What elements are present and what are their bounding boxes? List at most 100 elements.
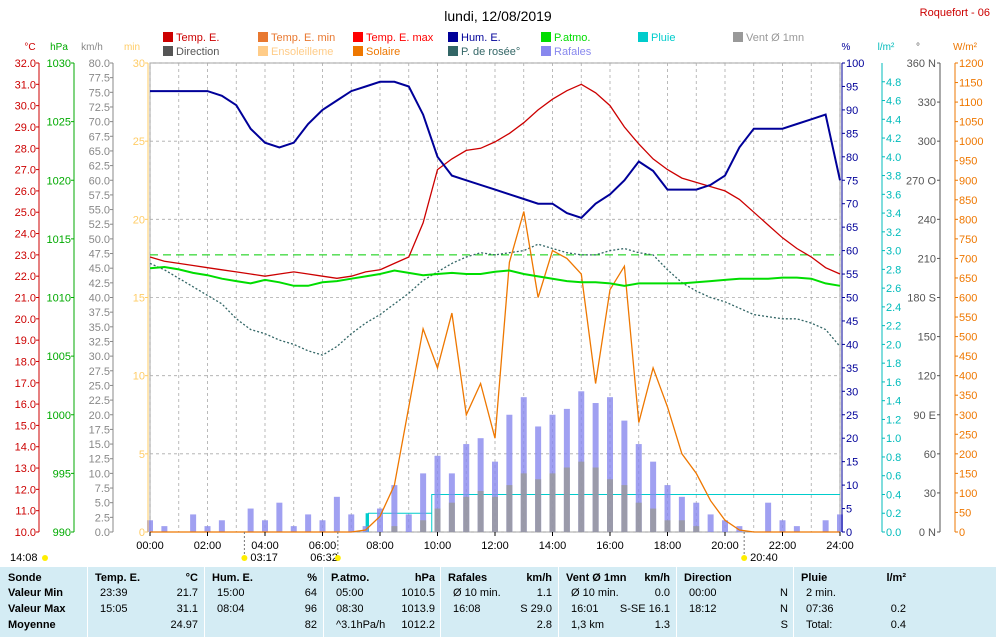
axis-unit-rain: l/m²	[878, 42, 895, 53]
sunrise-label: 03:17	[250, 552, 278, 564]
dir-axis-tick-label: 330	[918, 97, 936, 109]
wind-bar	[420, 473, 427, 532]
solar-axis-tick-label: 1050	[959, 117, 983, 129]
summary-group-title: Pluie	[801, 572, 828, 584]
wind-bar	[664, 520, 671, 532]
dir-axis-tick-label: 360 N	[907, 58, 936, 70]
temp-axis-tick-label: 31.0	[15, 79, 36, 91]
press-axis-tick-label: 1015	[47, 234, 71, 246]
wind-bar	[262, 520, 268, 532]
legend-label: Direction	[176, 46, 219, 58]
temp-axis-tick-label: 16.0	[15, 399, 36, 411]
wind-axis-tick-label: 80.0	[89, 58, 110, 70]
wind-axis-tick-label: 30.0	[89, 351, 110, 363]
wind-axis-tick-label: 65.0	[89, 146, 110, 158]
wind-bar	[405, 514, 412, 532]
solar-axis-tick-label: 1200	[959, 58, 983, 70]
summary-group-title: Rafales	[448, 572, 488, 584]
legend-label: Temp. E. min	[271, 32, 335, 44]
wind-bar	[520, 397, 527, 532]
sun-axis-tick-label: 0	[139, 527, 145, 539]
wind-bar	[348, 514, 355, 532]
summary-min-value: 21.7	[176, 587, 198, 599]
summary-max-time: 18:12	[689, 603, 717, 615]
wind-bar	[578, 461, 585, 532]
wind-bar	[693, 502, 700, 532]
wind-bar	[506, 414, 513, 532]
temp-axis-tick-label: 17.0	[15, 378, 36, 390]
wind-axis-tick-label: 70.0	[89, 117, 110, 129]
solar-axis-tick-label: 950	[959, 156, 977, 168]
legend-swatch	[353, 46, 363, 56]
summary-avg-value: 2.8	[536, 619, 552, 631]
solar-axis-tick-label: 550	[959, 312, 977, 324]
temp-axis-tick-label: 19.0	[15, 335, 36, 347]
solar-axis-tick-label: 400	[959, 371, 977, 383]
summary-group-unit: km/h	[644, 572, 670, 584]
wind-bar	[463, 496, 470, 532]
wind-axis-tick-label: 5.0	[95, 498, 110, 510]
wind-bar	[147, 520, 153, 532]
legend-label: Vent Ø 1mn	[746, 32, 804, 44]
summary-min-time: 23:39	[100, 587, 128, 599]
solar-axis-tick-label: 150	[959, 468, 977, 480]
hum-axis-tick-label: 55	[846, 269, 858, 281]
wind-bar	[477, 438, 484, 532]
sunset-label: 20:40	[750, 552, 778, 564]
summary-group-title: P.atmo.	[331, 572, 370, 584]
wind-axis-tick-label: 57.5	[89, 190, 110, 202]
summary-avg-time: 1,3 km	[571, 619, 605, 631]
wind-bar	[434, 455, 441, 532]
solar-axis-tick-label: 100	[959, 488, 977, 500]
dir-axis-tick-label: 30	[924, 488, 936, 500]
wind-bar	[362, 526, 369, 532]
rain-axis-tick-label: 3.8	[886, 171, 901, 183]
axis-unit-wind: km/h	[81, 42, 103, 53]
hum-axis-tick-label: 90	[846, 105, 858, 117]
summary-separator	[204, 567, 205, 637]
wind-axis-tick-label: 10.0	[89, 468, 110, 480]
wind-axis-tick-label: 45.0	[89, 263, 110, 275]
legend-swatch	[733, 32, 743, 42]
wind-axis-tick-label: 25.0	[89, 380, 110, 392]
axis-unit-solar: W/m²	[953, 42, 978, 53]
wind-axis-tick-label: 52.5	[89, 219, 110, 231]
dir-axis-tick-label: 90 E	[913, 410, 936, 422]
hum-axis-tick-label: 15	[846, 457, 858, 469]
wind-axis-tick-label: 20.0	[89, 410, 110, 422]
chart-title: lundi, 12/08/2019	[444, 8, 552, 24]
temp-axis-tick-label: 29.0	[15, 122, 36, 134]
wind-bar	[492, 496, 498, 532]
x-tick-label: 10:00	[424, 540, 452, 552]
axis-unit-press: hPa	[50, 42, 68, 53]
wind-bar	[722, 520, 728, 532]
wind-axis-tick-label: 7.5	[95, 483, 110, 495]
wind-bar	[664, 485, 671, 532]
x-axis: 00:00 02:00 04:00 06:00 08:00 10:00 12:00 14:00…	[136, 532, 854, 552]
wind-axis-tick-label: 72.5	[89, 102, 110, 114]
summary-group-unit: hPa	[414, 572, 435, 584]
legend-label: Pluie	[651, 32, 675, 44]
summary-min-value: 1.1	[536, 587, 552, 599]
temp-axis-tick-label: 20.0	[15, 314, 36, 326]
sun-icon	[42, 555, 48, 561]
solar-axis-tick-label: 450	[959, 351, 977, 363]
wind-bar	[650, 461, 657, 532]
legend-label: Temp. E.	[176, 32, 219, 44]
rain-axis-tick-label: 2.8	[886, 264, 901, 276]
dir-axis-tick-label: 180 S	[907, 293, 936, 305]
day-start-label: 14:08	[10, 552, 38, 564]
legend-swatch	[448, 32, 458, 42]
wind-bar	[305, 514, 312, 532]
summary-group-title: Direction	[684, 572, 732, 584]
wind-bar	[650, 508, 657, 532]
wind-bar	[607, 397, 613, 532]
legend-swatch	[163, 32, 173, 42]
solar-axis-tick-label: 300	[959, 410, 977, 422]
wind-bar	[448, 502, 455, 532]
press-axis-tick-label: 1025	[47, 117, 71, 129]
legend-swatch	[448, 46, 458, 56]
x-tick-label: 18:00	[654, 540, 682, 552]
wind-bar	[535, 479, 542, 532]
rain-axis-tick-label: 4.0	[886, 152, 901, 164]
